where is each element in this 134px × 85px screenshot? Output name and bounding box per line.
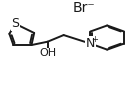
- Text: +: +: [92, 35, 98, 44]
- Text: N: N: [86, 37, 95, 50]
- Text: OH: OH: [39, 48, 56, 58]
- Text: Br⁻: Br⁻: [73, 1, 96, 15]
- Text: S: S: [11, 17, 19, 30]
